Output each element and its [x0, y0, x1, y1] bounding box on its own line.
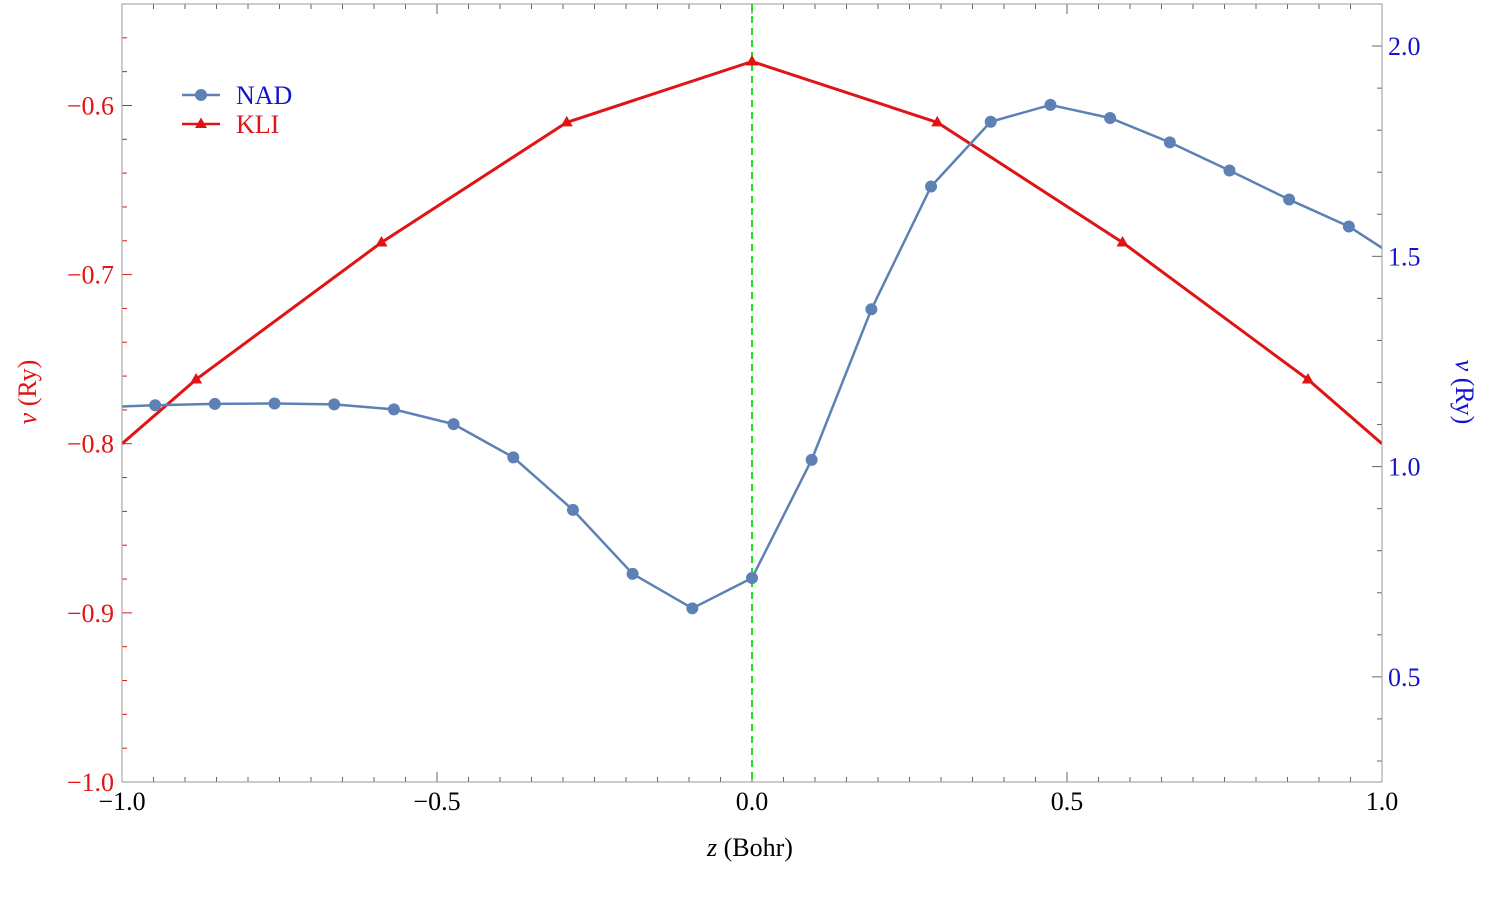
right-axis-var: v	[1450, 360, 1479, 372]
left-axis-label: v (Ry)	[13, 360, 42, 425]
data-point-nad	[1163, 136, 1176, 149]
right-axis-unit: (Ry)	[1450, 371, 1479, 424]
legend-entry-nad: NAD	[182, 81, 292, 110]
data-point-nad	[208, 397, 221, 410]
data-point-kli	[375, 235, 388, 247]
data-point-nad	[1044, 98, 1057, 111]
y-right-tick-label: 2.0	[1388, 32, 1421, 61]
x-tick-label: −0.5	[413, 787, 460, 816]
left-axis-var: v	[13, 412, 42, 424]
data-point-nad	[507, 451, 520, 464]
x-tick-label: 1.0	[1366, 787, 1399, 816]
data-point-kli	[931, 115, 944, 127]
x-axis-label: z (Bohr)	[706, 833, 793, 862]
legend-entry-kli: KLI	[182, 110, 279, 139]
legend-marker-nad	[195, 89, 207, 101]
series-layer	[122, 55, 1382, 615]
data-point-kli	[746, 55, 758, 66]
legend: NAD KLI	[182, 81, 292, 139]
series-nad	[122, 98, 1382, 615]
y-left-tick-label: −0.9	[67, 599, 114, 628]
data-point-nad	[805, 453, 818, 466]
data-point-nad	[686, 602, 699, 615]
data-point-nad	[1283, 193, 1296, 206]
right-axis-label: v (Ry)	[1450, 360, 1479, 425]
data-point-nad	[149, 399, 162, 412]
legend-marker-kli	[195, 117, 207, 128]
x-tick-label: 0.5	[1051, 787, 1084, 816]
data-point-nad	[1104, 111, 1117, 124]
x-axis-unit: (Bohr)	[717, 833, 793, 862]
y-right-tick-label: 0.5	[1388, 663, 1421, 692]
y-right-tick-label: 1.0	[1388, 453, 1421, 482]
data-point-kli	[1301, 372, 1314, 384]
tick-layer	[121, 3, 1383, 783]
data-point-nad	[984, 115, 997, 128]
data-point-nad	[746, 572, 758, 585]
y-left-tick-label: −0.8	[67, 430, 114, 459]
data-point-nad	[447, 418, 460, 431]
data-point-kli	[560, 115, 573, 127]
legend-label-nad: NAD	[236, 81, 292, 110]
y-right-tick-label: 1.5	[1388, 242, 1421, 271]
left-axis-unit: (Ry)	[13, 360, 42, 413]
y-left-tick-label: −0.6	[67, 91, 114, 120]
data-point-nad	[387, 403, 400, 416]
data-point-nad	[268, 397, 281, 410]
data-point-kli	[1116, 235, 1129, 247]
y-left-tick-label: −1.0	[67, 768, 114, 797]
legend-label-kli: KLI	[236, 110, 279, 139]
data-point-nad	[925, 180, 938, 193]
data-point-nad	[865, 303, 878, 316]
data-point-nad	[626, 567, 639, 580]
data-point-nad	[1342, 220, 1355, 233]
x-axis-var: z	[706, 833, 717, 862]
x-tick-label: −1.0	[98, 787, 145, 816]
series-kli	[122, 55, 1382, 445]
tick-label-layer: −1.0 −0.5 0.0 0.5 1.0 −1.0 −0.9 −0.8 −0.7 −0.6 0.5…	[67, 32, 1421, 816]
data-point-kli	[190, 372, 203, 384]
plot-frame	[121, 3, 1383, 783]
data-point-nad	[328, 398, 341, 411]
data-point-nad	[1223, 164, 1236, 177]
y-left-tick-label: −0.7	[67, 261, 114, 290]
x-tick-label: 0.0	[736, 787, 769, 816]
data-point-nad	[566, 503, 579, 516]
